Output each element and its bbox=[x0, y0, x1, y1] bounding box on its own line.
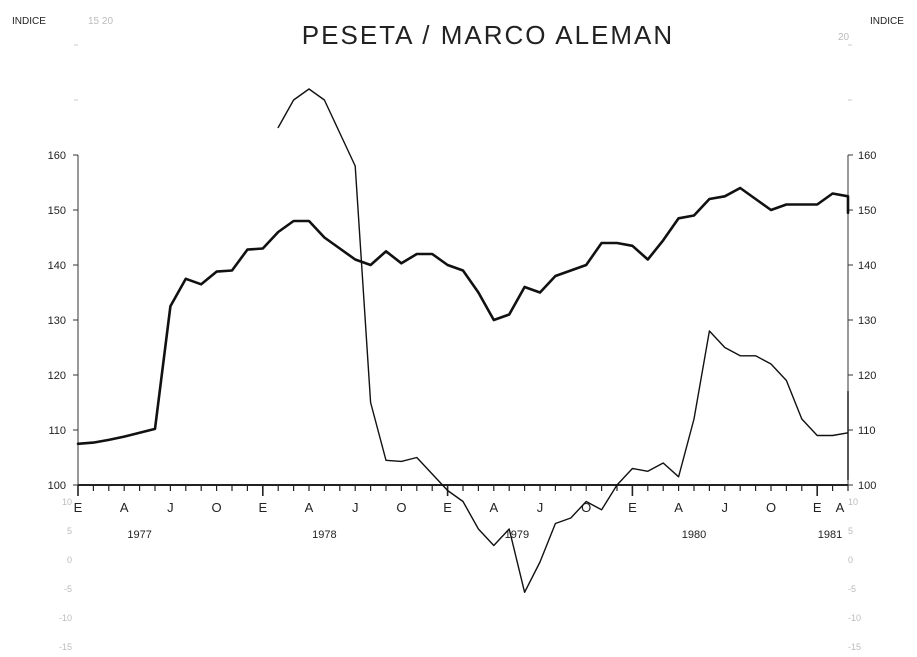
faint-right-label: -10 bbox=[848, 613, 861, 623]
y-tick-label-left: 150 bbox=[48, 205, 66, 217]
y-tick-label-left: 120 bbox=[48, 370, 66, 382]
y-tick-label-right: 150 bbox=[858, 205, 876, 217]
y-axis-label-left: INDICE bbox=[12, 16, 46, 27]
y-tick-label-left: 140 bbox=[48, 260, 66, 272]
y-axis-label-right: INDICE bbox=[870, 16, 904, 27]
y-tick-label-left: 160 bbox=[48, 150, 66, 162]
x-month-label: O bbox=[766, 500, 776, 515]
chart-frame bbox=[77, 155, 849, 486]
y-tick-label-right: 140 bbox=[858, 260, 876, 272]
faint-right-label: -15 bbox=[848, 642, 861, 652]
faint-left-label: -15 bbox=[59, 642, 72, 652]
series-line-thick bbox=[76, 186, 850, 446]
x-year-label: 1980 bbox=[682, 529, 706, 541]
series-group bbox=[76, 88, 850, 593]
y-tick-label-right: 120 bbox=[858, 370, 876, 382]
y-tick-label-left: 100 bbox=[48, 480, 66, 492]
y-tick-label-right: 130 bbox=[858, 315, 876, 327]
faint-right-label: 0 bbox=[848, 555, 853, 565]
faint-left-label: 0 bbox=[67, 555, 72, 565]
x-month-label: A bbox=[120, 500, 129, 515]
faint-left-label: -10 bbox=[59, 613, 72, 623]
x-month-label: J bbox=[537, 500, 544, 515]
y-tick-label-left: 110 bbox=[48, 425, 66, 437]
faint-top-left-label: 15 20 bbox=[88, 16, 113, 27]
x-month-label: E bbox=[628, 500, 637, 515]
chart-title: PESETA / MARCO ALEMAN bbox=[302, 20, 674, 50]
y-tick-label-right: 110 bbox=[858, 425, 876, 437]
x-month-label: O bbox=[581, 500, 591, 515]
faint-right-label: -5 bbox=[848, 584, 856, 594]
x-month-label: A bbox=[489, 500, 498, 515]
x-month-label: A bbox=[674, 500, 683, 515]
y-tick-label-right: 100 bbox=[858, 480, 876, 492]
x-month-label: J bbox=[722, 500, 729, 515]
faint-top-right-label: 20 bbox=[838, 32, 850, 43]
faint-left-label: 5 bbox=[67, 526, 72, 536]
x-month-label: J bbox=[352, 500, 359, 515]
faint-right-label: 10 bbox=[848, 497, 858, 507]
x-month-label: J bbox=[167, 500, 174, 515]
y-tick-label-right: 160 bbox=[858, 150, 876, 162]
x-month-label: O bbox=[396, 500, 406, 515]
faint-left-label: -5 bbox=[64, 584, 72, 594]
faint-left-label: 10 bbox=[62, 497, 72, 507]
x-month-label: E bbox=[443, 500, 452, 515]
x-month-label: E bbox=[258, 500, 267, 515]
tick-marks bbox=[73, 44, 853, 496]
x-month-label: E bbox=[74, 500, 83, 515]
x-year-label: 1977 bbox=[127, 529, 151, 541]
y-tick-label-left: 130 bbox=[48, 315, 66, 327]
x-month-label: A bbox=[305, 500, 314, 515]
faint-right-label: 5 bbox=[848, 526, 853, 536]
x-month-label: A bbox=[836, 500, 845, 515]
x-month-label: E bbox=[813, 500, 822, 515]
x-month-label: O bbox=[212, 500, 222, 515]
series-line-thin bbox=[277, 88, 849, 593]
x-year-label: 1981 bbox=[818, 529, 842, 541]
x-year-label: 1978 bbox=[312, 529, 336, 541]
